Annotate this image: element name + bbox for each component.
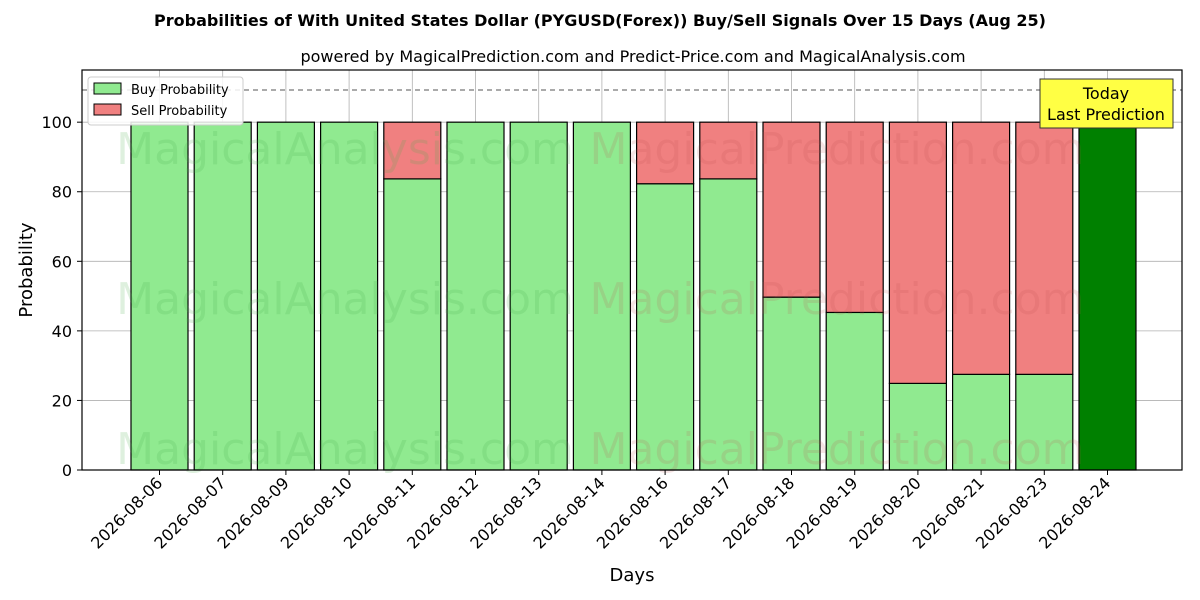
watermark-text: MagicalPrediction.com [590, 274, 1085, 325]
last-prediction-label: Last Prediction [1047, 105, 1165, 124]
x-axis: 2026-08-062026-08-072026-08-092026-08-10… [87, 470, 1114, 553]
plot-frame [81, 69, 1183, 471]
y-axis: 0 20 40 60 80 100 [41, 113, 82, 480]
bar-sell [1015, 121, 1074, 375]
bar-buy [888, 382, 948, 471]
bar-buy [383, 178, 442, 471]
legend-label-sell: Sell Probability [131, 104, 228, 119]
bar-sell [762, 121, 821, 298]
bars: MagicalAnalysis.com MagicalPrediction.com… [116, 121, 1137, 475]
bar-buy [1015, 373, 1074, 471]
bar-buy [256, 121, 315, 471]
bar-buy [509, 121, 568, 471]
bar-buy [446, 121, 505, 471]
bar-sell [699, 121, 758, 180]
bar-buy [699, 178, 758, 471]
bar-buy [320, 121, 379, 471]
legend-box [87, 76, 244, 126]
legend-swatch-sell [93, 103, 122, 116]
y-axis-label: Probability [16, 222, 37, 317]
bar-buy [572, 121, 632, 471]
bar-sell [635, 121, 695, 185]
bar-buy [762, 296, 821, 471]
chart-subtitle: powered by MagicalPrediction.com and Pre… [300, 47, 965, 66]
watermark-text: MagicalPrediction.com [590, 124, 1085, 175]
bar-sell [888, 121, 948, 384]
bar-sell [951, 121, 1011, 375]
y-tick-label: 60 [52, 252, 72, 271]
y-tick-label: 20 [52, 391, 72, 410]
legend-swatch-buy [93, 82, 122, 95]
chart-title: Probabilities of With United States Doll… [154, 11, 1046, 30]
bar-sell [383, 121, 442, 180]
bar-buy [635, 183, 695, 471]
today-box [1039, 78, 1174, 129]
today-annotation: Today Last Prediction [1039, 78, 1174, 129]
today-label: Today [1082, 84, 1129, 103]
watermark-text: MagicalPrediction.com [590, 424, 1085, 475]
legend: Buy Probability Sell Probability [87, 76, 244, 126]
bar-buy [951, 373, 1011, 471]
bar-buy [825, 311, 884, 471]
bar-buy [1078, 121, 1137, 471]
watermark-text: MagicalAnalysis.com [116, 124, 574, 175]
watermark-text: MagicalAnalysis.com [116, 274, 574, 325]
x-axis-label: Days [610, 565, 655, 586]
y-tick-label: 40 [52, 322, 72, 341]
bar-sell [825, 121, 884, 314]
watermark-text: MagicalAnalysis.com [116, 424, 574, 475]
y-tick-label: 0 [62, 461, 72, 480]
y-tick-label: 80 [52, 183, 72, 202]
y-tick-label: 100 [41, 113, 72, 132]
legend-label-buy: Buy Probability [131, 83, 229, 98]
